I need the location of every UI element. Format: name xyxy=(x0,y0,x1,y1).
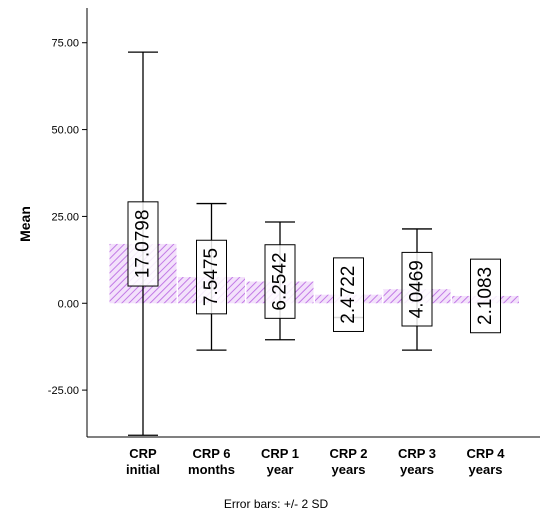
data-label: 6.2542 xyxy=(270,252,291,310)
category-label: CRP 6 months xyxy=(188,446,235,477)
y-tick-label: 0.00 xyxy=(58,298,79,310)
y-tick-label: 75.00 xyxy=(51,38,79,50)
data-label: 2.1083 xyxy=(475,267,496,325)
y-tick-label: 25.00 xyxy=(51,211,79,223)
category-label: CRP 1 year xyxy=(261,446,299,477)
data-label-box xyxy=(333,257,364,332)
data-label-box xyxy=(196,239,227,315)
category-label: CRP 3 years xyxy=(398,446,436,477)
data-label-box xyxy=(127,201,159,287)
data-label: 4.0469 xyxy=(407,260,428,318)
y-axis-title: Mean xyxy=(17,206,33,242)
data-label-box xyxy=(470,258,501,334)
category-label: CRP 4 years xyxy=(466,446,505,477)
data-label: 17.0798 xyxy=(133,210,154,279)
data-label-box xyxy=(264,244,296,319)
data-label: 7.5475 xyxy=(201,248,222,306)
error-bar-footnote: Error bars: +/- 2 SD xyxy=(224,497,329,511)
y-tick-label: -25.00 xyxy=(48,385,79,397)
data-label: 2.4722 xyxy=(338,266,359,324)
category-label: CRP 2 years xyxy=(329,446,367,477)
y-tick-label: 50.00 xyxy=(51,125,79,137)
category-label: CRP initial xyxy=(126,446,160,477)
data-label-box xyxy=(401,251,433,327)
